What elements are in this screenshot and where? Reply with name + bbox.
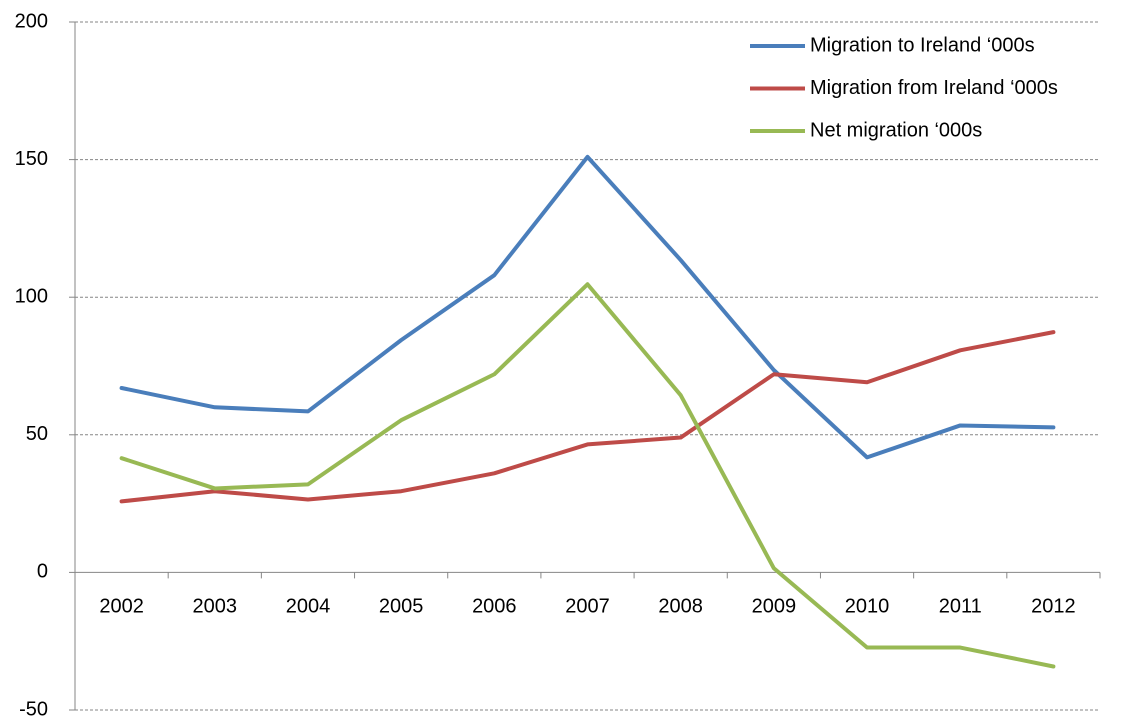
x-tick-label: 2003 <box>193 596 238 618</box>
legend-label: Migration from Ireland ‘000s <box>810 77 1058 99</box>
x-tick-label: 2007 <box>565 596 610 618</box>
x-tick-label: 2006 <box>472 596 517 618</box>
y-tick-label: 0 <box>37 561 48 583</box>
y-tick-label: 200 <box>15 10 48 32</box>
legend-label: Migration to Ireland ‘000s <box>810 34 1035 56</box>
y-tick-label: -50 <box>19 698 48 719</box>
series-line <box>119 282 1056 669</box>
y-tick-label: 100 <box>15 285 48 307</box>
y-tick-label: 150 <box>15 148 48 170</box>
x-tick-label: 2009 <box>752 596 797 618</box>
series-line <box>119 154 1056 460</box>
series-line <box>119 330 1056 504</box>
x-tick-label: 2012 <box>1031 596 1076 618</box>
x-tick-label: 2008 <box>658 596 703 618</box>
legend-label: Net migration ‘000s <box>810 119 982 141</box>
x-tick-label: 2011 <box>939 596 982 618</box>
x-tick-label: 2005 <box>379 596 424 618</box>
y-tick-label: 50 <box>26 423 48 445</box>
x-tick-label: 2004 <box>286 596 331 618</box>
x-tick-label: 2002 <box>99 596 144 618</box>
x-tick-label: 2010 <box>845 596 890 618</box>
